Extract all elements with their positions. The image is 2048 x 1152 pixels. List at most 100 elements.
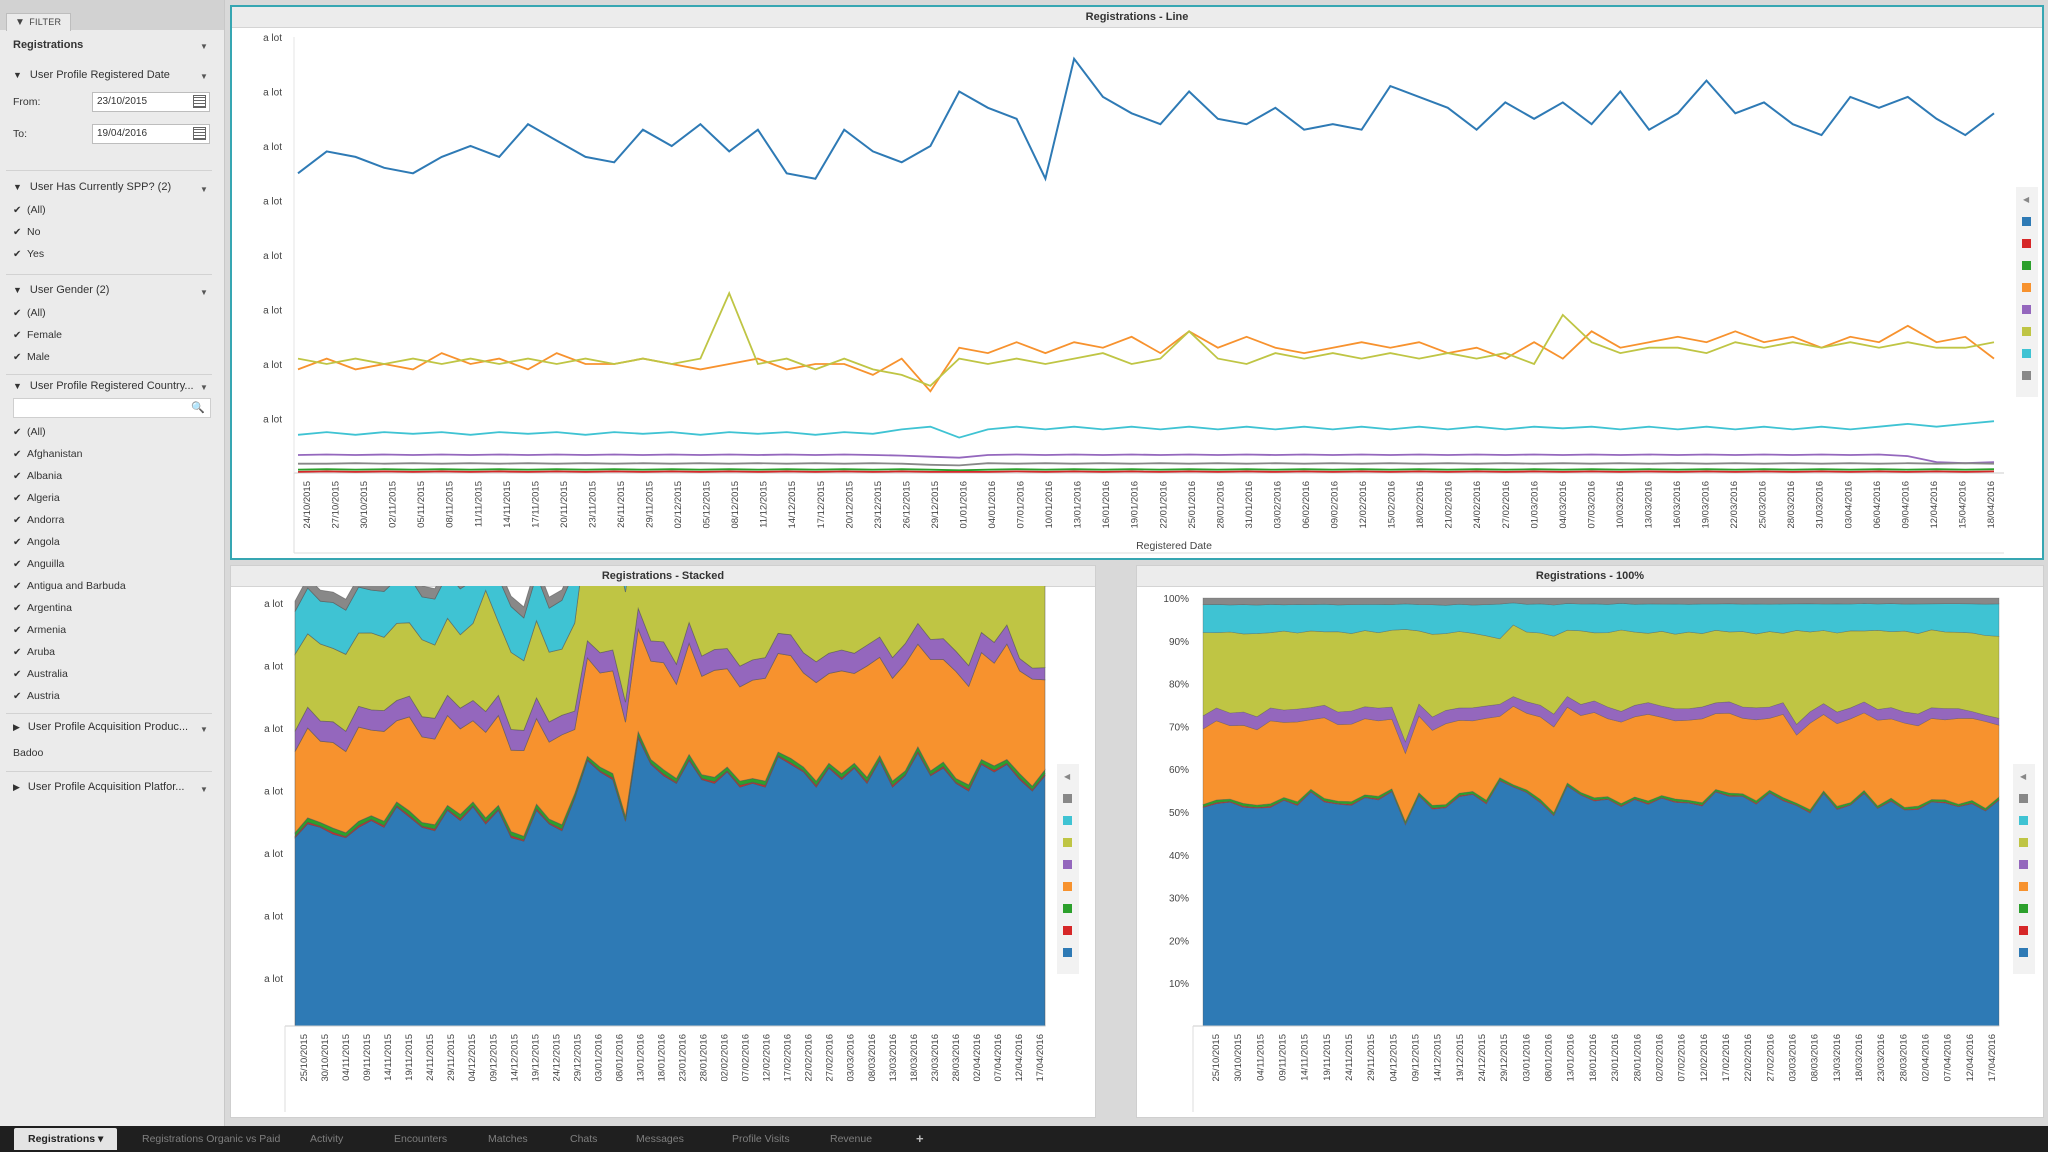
legend-swatch bbox=[2019, 948, 2028, 957]
checkbox-item[interactable]: ✔ (All) bbox=[13, 305, 46, 321]
divider bbox=[6, 713, 212, 714]
country-group-menu-icon[interactable]: ▼ bbox=[200, 383, 208, 392]
x-tick-label: 06/02/2016 bbox=[1301, 481, 1312, 529]
x-tick-label: 16/01/2016 bbox=[1101, 481, 1112, 529]
sheet-tab[interactable]: Registrations ▾ bbox=[14, 1128, 118, 1150]
sheet-tab[interactable]: Messages bbox=[636, 1133, 684, 1145]
check-icon: ✔ bbox=[13, 559, 22, 570]
country-checkbox-item[interactable]: ✔ Australia bbox=[13, 666, 68, 682]
legend-swatch bbox=[2019, 882, 2028, 891]
x-tick-label: 13/01/2016 bbox=[1566, 1034, 1577, 1082]
country-checkbox-item[interactable]: ✔ Andorra bbox=[13, 512, 64, 528]
sheet-tab[interactable]: Revenue bbox=[830, 1133, 873, 1145]
check-icon: ✔ bbox=[13, 537, 22, 548]
spp-group-header[interactable]: ▼ User Has Currently SPP? (2) bbox=[13, 181, 172, 193]
country-checkbox-item[interactable]: ✔ Antigua and Barbuda bbox=[13, 578, 126, 594]
gender-group-header[interactable]: ▼ User Gender (2) bbox=[13, 284, 110, 296]
x-tick-label: 08/01/2016 bbox=[614, 1034, 625, 1082]
percent-chart[interactable]: 10% 20% 30% 40% 50% 60% 70% 80% 90% 100% 25/10/201… bbox=[1137, 586, 2043, 1117]
x-tick-label: 09/04/2016 bbox=[1900, 481, 1911, 529]
search-icon[interactable]: 🔍 bbox=[191, 402, 205, 414]
from-date-input[interactable]: 23/10/2015 bbox=[92, 92, 210, 112]
line-chart[interactable]: a lot a lot a lot a lot a lot a lot a lot a lot… bbox=[232, 27, 2042, 558]
country-checkbox-item[interactable]: ✔ Algeria bbox=[13, 490, 60, 506]
percent-chart-panel[interactable]: Registrations - 100% 10% 20% 30% 40% 50% 60% 7… bbox=[1136, 565, 2044, 1118]
checkbox-item[interactable]: ✔ (All) bbox=[13, 202, 46, 218]
calendar-icon[interactable] bbox=[193, 95, 206, 108]
product-group-menu-icon[interactable]: ▼ bbox=[200, 725, 208, 734]
gender-group-menu-icon[interactable]: ▼ bbox=[200, 288, 208, 297]
legend-swatch bbox=[2019, 860, 2028, 869]
filter-tab[interactable]: ▼ FILTER bbox=[6, 13, 72, 31]
country-checkbox-item[interactable]: ✔ Aruba bbox=[13, 644, 55, 660]
date-group-header[interactable]: ▼ User Profile Registered Date bbox=[13, 69, 170, 81]
x-tick-label: 02/12/2015 bbox=[673, 481, 684, 529]
checkbox-item[interactable]: ✔ Female bbox=[13, 327, 62, 343]
check-icon: ✔ bbox=[13, 249, 22, 260]
x-tick-label: 27/02/2016 bbox=[825, 1034, 836, 1082]
x-tick-label: 07/02/2016 bbox=[741, 1034, 752, 1082]
x-tick-label: 07/04/2016 bbox=[1943, 1034, 1954, 1082]
y-tick-label: a lot bbox=[264, 599, 283, 610]
line-series bbox=[297, 290, 1995, 387]
country-checkbox-item[interactable]: ✔ Austria bbox=[13, 688, 60, 704]
section-dropdown-icon[interactable]: ▼ bbox=[200, 42, 208, 51]
line-chart-title: Registrations - Line bbox=[232, 7, 2042, 28]
to-date-input[interactable]: 19/04/2016 bbox=[92, 124, 210, 144]
sheet-tab[interactable]: Registrations Organic vs Paid bbox=[142, 1133, 281, 1145]
line-chart-panel[interactable]: Registrations - Line a lot a lot a lot a lo… bbox=[230, 5, 2044, 560]
checkbox-item[interactable]: ✔ Yes bbox=[13, 246, 44, 262]
country-checkbox-item[interactable]: ✔ Anguilla bbox=[13, 556, 64, 572]
country-checkbox-item[interactable]: ✔ Albania bbox=[13, 468, 62, 484]
add-sheet-button[interactable]: + bbox=[916, 1131, 924, 1146]
calendar-icon[interactable] bbox=[193, 127, 206, 140]
date-group-menu-icon[interactable]: ▼ bbox=[200, 72, 208, 81]
checkbox-item[interactable]: ✔ No bbox=[13, 224, 40, 240]
sheet-tab[interactable]: Chats bbox=[570, 1133, 598, 1145]
to-label: To: bbox=[13, 128, 28, 140]
country-search-input[interactable]: 🔍 bbox=[13, 398, 211, 418]
y-tick-label: a lot bbox=[264, 787, 283, 798]
x-tick-label: 03/04/2016 bbox=[1843, 481, 1854, 529]
country-checkbox-item[interactable]: ✔ Armenia bbox=[13, 622, 66, 638]
x-tick-label: 28/03/2016 bbox=[951, 1034, 962, 1082]
platform-group-menu-icon[interactable]: ▼ bbox=[200, 785, 208, 794]
country-group-header[interactable]: ▼ User Profile Registered Country... bbox=[13, 380, 194, 392]
check-icon: ✔ bbox=[13, 581, 22, 592]
legend-swatch bbox=[1063, 838, 1072, 847]
stacked-chart[interactable]: a lot a lot a lot a lot a lot a lot a lot 25/10… bbox=[231, 586, 1095, 1117]
legend-swatch bbox=[2019, 904, 2028, 913]
country-checkbox-item[interactable]: ✔ Afghanistan bbox=[13, 446, 82, 462]
x-tick-label: 29/11/2015 bbox=[1366, 1034, 1377, 1081]
expand-triangle-icon: ▶ bbox=[13, 722, 20, 732]
y-tick-label: a lot bbox=[264, 724, 283, 735]
x-tick-label: 19/01/2016 bbox=[1130, 481, 1141, 529]
divider bbox=[6, 374, 212, 375]
checkbox-item[interactable]: ✔ Male bbox=[13, 349, 50, 365]
x-tick-label: 07/03/2016 bbox=[1586, 481, 1597, 529]
check-icon: ✔ bbox=[13, 647, 22, 658]
x-tick-label: 29/12/2015 bbox=[572, 1034, 583, 1082]
platform-group-header[interactable]: ▶ User Profile Acquisition Platfor... bbox=[13, 781, 185, 793]
x-tick-label: 12/02/2016 bbox=[762, 1034, 773, 1082]
sheet-tab[interactable]: Activity bbox=[310, 1133, 344, 1145]
x-tick-label: 18/01/2016 bbox=[656, 1034, 667, 1082]
check-icon: ✔ bbox=[13, 515, 22, 526]
country-checkbox-item[interactable]: ✔ (All) bbox=[13, 424, 46, 440]
product-group-header[interactable]: ▶ User Profile Acquisition Produc... bbox=[13, 721, 189, 733]
x-tick-label: 08/01/2016 bbox=[1544, 1034, 1555, 1082]
x-tick-label: 02/11/2015 bbox=[388, 481, 399, 528]
x-tick-label: 18/03/2016 bbox=[1854, 1034, 1865, 1082]
x-tick-label: 02/04/2016 bbox=[972, 1034, 983, 1082]
stacked-chart-panel[interactable]: Registrations - Stacked a lot a lot a lot a… bbox=[230, 565, 1096, 1118]
spp-group-menu-icon[interactable]: ▼ bbox=[200, 185, 208, 194]
country-checkbox-item[interactable]: ✔ Argentina bbox=[13, 600, 72, 616]
sheet-tab[interactable]: Profile Visits bbox=[732, 1133, 790, 1145]
legend-collapse-icon: ◀ bbox=[2020, 772, 2027, 781]
legend-swatch bbox=[2019, 926, 2028, 935]
sheet-tab[interactable]: Encounters bbox=[394, 1133, 448, 1145]
legend-swatch bbox=[2022, 239, 2031, 248]
country-checkbox-item[interactable]: ✔ Angola bbox=[13, 534, 60, 550]
legend-swatch bbox=[2022, 349, 2031, 358]
sheet-tab[interactable]: Matches bbox=[488, 1133, 528, 1145]
